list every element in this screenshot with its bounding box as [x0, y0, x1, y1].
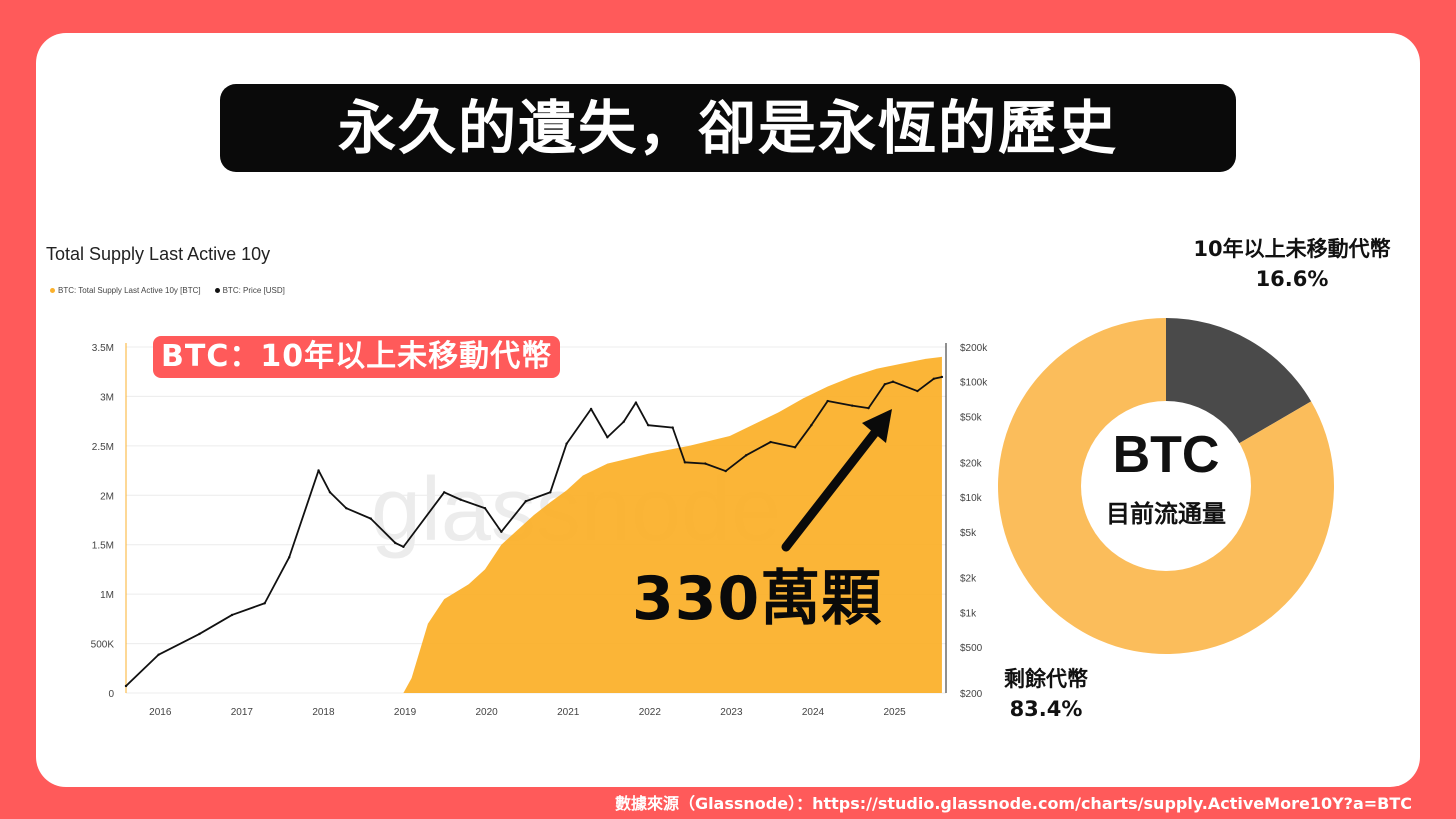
price-point	[932, 377, 935, 381]
legend-item-price: BTC: Price [USD]	[214, 286, 285, 295]
legend-item-supply: BTC: Total Supply Last Active 10y [BTC]	[50, 286, 201, 295]
circulating-supply-donut	[998, 318, 1334, 654]
price-point	[483, 507, 487, 510]
y-left-tick-label: 1.5M	[92, 541, 114, 552]
price-point	[345, 507, 348, 510]
legend-label-price: BTC: Price [USD]	[222, 286, 285, 295]
source-note: 數據來源（Glassnode）：https://studio.glassnode…	[614, 794, 1412, 813]
slice-label-remaining: 剩餘代幣 83.4%	[986, 664, 1106, 724]
slice-label-dormant: 10年以上未移動代幣 16.6%	[1166, 234, 1418, 294]
x-tick-label: 2023	[720, 707, 743, 718]
price-point	[683, 461, 687, 464]
price-point	[826, 399, 829, 403]
price-point	[157, 653, 160, 656]
y-right-tick-label: $1k	[960, 608, 977, 619]
price-point	[634, 401, 638, 404]
price-point	[606, 436, 609, 439]
slice-label-remaining-name: 剩餘代幣	[1004, 667, 1088, 691]
y-right-tick-label: $20k	[960, 458, 983, 469]
y-right-tick-label: $200k	[960, 343, 988, 354]
x-tick-label: 2017	[231, 707, 254, 718]
price-point	[671, 426, 674, 429]
legend-swatch-supply	[50, 288, 55, 293]
price-point	[230, 613, 234, 617]
x-tick-label: 2018	[312, 707, 335, 718]
price-line	[125, 376, 943, 687]
price-point	[328, 491, 332, 494]
supply-price-chart: 0 500K 1M 1.5M 2M 2.5M 3M 3.5M $200 $500 $1k $2k $5k…	[91, 343, 988, 718]
price-point	[500, 530, 503, 533]
chart-highlight-label: BTC：10年以上未移動代幣	[153, 336, 561, 378]
price-point	[704, 462, 707, 465]
y-left-tick-label: 2.5M	[92, 442, 114, 453]
x-tick-label: 2022	[639, 707, 662, 718]
donut-center-subtitle: 目前流通量	[1106, 500, 1226, 528]
price-point	[402, 545, 405, 549]
price-point	[369, 517, 372, 520]
y-left-tick-label: 3.5M	[92, 343, 114, 354]
x-tick-label: 2024	[802, 707, 825, 718]
price-point	[524, 500, 528, 503]
price-point	[549, 491, 552, 494]
annotation-arrow-shaft	[781, 416, 889, 552]
price-point	[565, 442, 568, 445]
supply-area	[126, 356, 942, 693]
legend-swatch-price	[214, 288, 220, 293]
supply-annotation: 330萬顆	[632, 564, 883, 634]
annotation-arrow-head	[862, 409, 892, 443]
price-point	[891, 380, 895, 383]
y-left-tick-label: 500K	[91, 640, 115, 651]
price-point	[443, 491, 446, 494]
chart-legend: BTC: Total Supply Last Active 10y [BTC] …	[50, 286, 285, 295]
price-point	[459, 498, 462, 501]
price-point	[883, 383, 887, 386]
y-right-tick-label: $10k	[960, 493, 983, 504]
y-right-tick-label: $200	[960, 689, 983, 700]
price-point	[263, 602, 266, 605]
x-tick-label: 2021	[557, 707, 580, 718]
price-point	[850, 404, 854, 407]
slice-label-remaining-pct: 83.4%	[1009, 697, 1083, 721]
y-left-tick-label: 0	[108, 689, 114, 700]
price-point	[867, 406, 870, 410]
price-point	[793, 446, 797, 449]
slice-label-dormant-name: 10年以上未移動代幣	[1193, 237, 1391, 261]
slice-label-dormant-pct: 16.6%	[1255, 267, 1329, 291]
price-point	[769, 440, 772, 444]
y-right-tick-label: $100k	[960, 378, 988, 389]
x-tick-label: 2020	[476, 707, 499, 718]
chart-title: Total Supply Last Active 10y	[46, 244, 271, 264]
donut-hole	[1081, 401, 1251, 571]
price-point	[724, 469, 727, 473]
price-point	[940, 375, 944, 379]
y-left-tick-label: 2M	[100, 491, 114, 502]
headline: 永久的遺失，卻是永恆的歷史	[220, 84, 1236, 172]
y-right-tick-label: $5k	[960, 528, 977, 539]
price-point	[317, 469, 320, 472]
x-tick-label: 2025	[883, 707, 906, 718]
price-point	[287, 556, 291, 559]
price-point	[810, 423, 813, 427]
legend-label-supply: BTC: Total Supply Last Active 10y [BTC]	[58, 286, 201, 295]
y-right-tick-label: $2k	[960, 574, 977, 585]
price-point	[646, 423, 650, 427]
x-tick-label: 2019	[394, 707, 417, 718]
price-point	[394, 541, 397, 545]
y-left-tick-label: 1M	[100, 590, 114, 601]
y-right-tick-label: $50k	[960, 412, 983, 423]
donut-center-title: BTC	[1112, 426, 1220, 484]
price-point	[124, 684, 128, 688]
price-point	[744, 454, 748, 457]
price-point	[198, 632, 201, 636]
x-tick-label: 2016	[149, 707, 172, 718]
price-point	[622, 420, 625, 423]
y-left-tick-label: 3M	[100, 392, 114, 403]
y-right-tick-label: $500	[960, 643, 983, 654]
price-point	[589, 407, 593, 411]
price-point	[916, 389, 919, 393]
